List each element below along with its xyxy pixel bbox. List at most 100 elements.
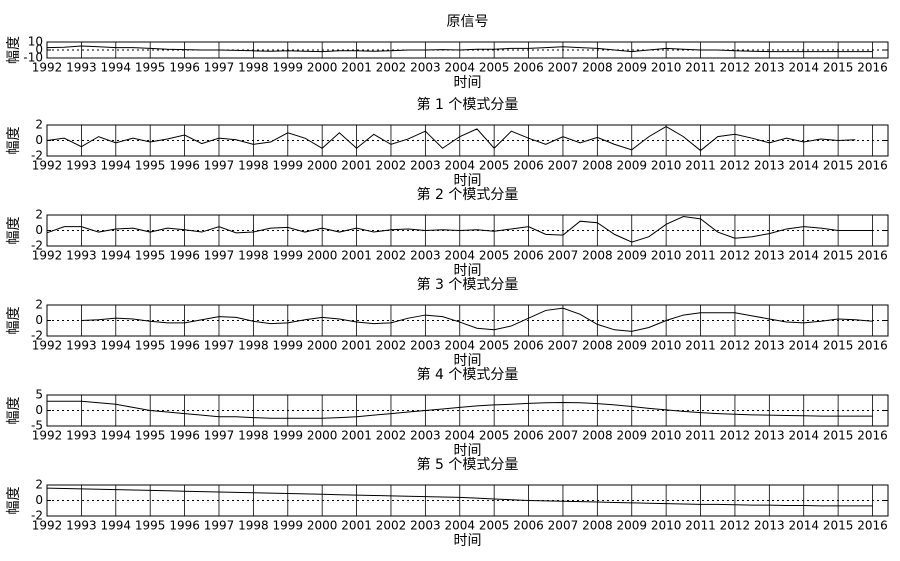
- x-tick-label: 2015: [823, 429, 854, 443]
- x-tick-label: 1996: [169, 61, 200, 75]
- x-tick-label: 2000: [307, 249, 338, 263]
- y-axis-label: 幅度: [6, 217, 22, 245]
- x-tick-label: 2007: [548, 519, 579, 533]
- x-tick-label: 2002: [376, 429, 407, 443]
- x-tick-label: 2000: [307, 159, 338, 173]
- x-tick-label: 2011: [685, 519, 716, 533]
- y-tick-label: 5: [35, 388, 43, 402]
- x-tick-label: 1994: [101, 159, 132, 173]
- subplot-title: 第 1 个模式分量: [417, 96, 519, 113]
- x-tick-label: 2011: [685, 249, 716, 263]
- y-tick-label: 0: [35, 403, 43, 417]
- x-tick-label: 2003: [410, 519, 441, 533]
- x-tick-label: 2013: [754, 159, 785, 173]
- x-tick-label: 2009: [616, 159, 647, 173]
- x-tick-label: 2005: [479, 61, 510, 75]
- x-tick-label: 2013: [754, 339, 785, 353]
- x-tick-label: 2016: [857, 339, 888, 353]
- x-tick-label: 2009: [616, 61, 647, 75]
- signal-line: [46, 487, 873, 507]
- y-tick-label: -2: [31, 149, 43, 163]
- x-tick-label: 2015: [823, 249, 854, 263]
- x-tick-label: 2002: [376, 159, 407, 173]
- x-tick-label: 2010: [651, 61, 682, 75]
- y-tick-label: -2: [31, 329, 43, 343]
- subplot-title: 原信号: [447, 14, 489, 30]
- x-tick-label: 1998: [238, 339, 269, 353]
- y-tick-label: 0: [35, 313, 43, 327]
- subplot-title: 第 2 个模式分量: [417, 186, 519, 203]
- x-tick-label: 2000: [307, 339, 338, 353]
- x-tick-label: 2001: [341, 159, 372, 173]
- x-tick-label: 1994: [101, 519, 132, 533]
- x-tick-label: 1993: [66, 429, 97, 443]
- x-tick-label: 1997: [204, 519, 235, 533]
- x-tick-label: 2016: [857, 249, 888, 263]
- x-tick-label: 2005: [479, 519, 510, 533]
- x-tick-label: 2010: [651, 339, 682, 353]
- x-tick-label: 2008: [582, 339, 613, 353]
- x-tick-label: 1993: [66, 519, 97, 533]
- x-tick-label: 1998: [238, 159, 269, 173]
- x-tick-label: 1993: [66, 249, 97, 263]
- y-axis-label: 幅度: [6, 127, 22, 155]
- y-tick-label: -2: [31, 239, 43, 253]
- x-tick-label: 2009: [616, 429, 647, 443]
- x-tick-label: 1996: [169, 249, 200, 263]
- x-axis-label: 时间: [454, 443, 482, 459]
- signal-line: [46, 216, 873, 243]
- axes-box: [46, 484, 889, 517]
- x-tick-label: 2015: [823, 339, 854, 353]
- x-tick-label: 2001: [341, 519, 372, 533]
- x-tick-label: 2004: [444, 61, 475, 75]
- axes-box: [46, 394, 889, 427]
- x-tick-label: 1998: [238, 519, 269, 533]
- x-tick-label: 1998: [238, 429, 269, 443]
- x-tick-label: 2008: [582, 519, 613, 533]
- x-tick-label: 2000: [307, 429, 338, 443]
- x-tick-label: 2012: [720, 159, 751, 173]
- x-tick-label: 2004: [444, 249, 475, 263]
- x-tick-label: 1997: [204, 61, 235, 75]
- y-axis-label: 幅度: [6, 487, 22, 515]
- x-tick-label: 2010: [651, 519, 682, 533]
- y-tick-label: 0: [35, 493, 43, 507]
- x-tick-label: 2015: [823, 519, 854, 533]
- y-tick-label: 2: [35, 208, 43, 222]
- x-tick-label: 2006: [513, 249, 544, 263]
- signal-line: [46, 45, 873, 53]
- x-tick-label: 2013: [754, 249, 785, 263]
- x-tick-label: 2012: [720, 519, 751, 533]
- x-tick-label: 2014: [788, 429, 819, 443]
- y-tick-label: 2: [35, 118, 43, 132]
- x-tick-label: 1999: [273, 249, 304, 263]
- x-tick-label: 1997: [204, 339, 235, 353]
- x-tick-label: 2007: [548, 61, 579, 75]
- x-tick-label: 1995: [135, 339, 166, 353]
- x-tick-label: 1994: [101, 249, 132, 263]
- x-tick-label: 2003: [410, 61, 441, 75]
- x-tick-label: 2002: [376, 249, 407, 263]
- x-tick-label: 2009: [616, 339, 647, 353]
- x-tick-label: 2010: [651, 429, 682, 443]
- x-tick-label: 2014: [788, 339, 819, 353]
- x-tick-label: 1997: [204, 159, 235, 173]
- x-tick-label: 1993: [66, 339, 97, 353]
- x-axis-label: 时间: [454, 75, 482, 91]
- x-tick-label: 1998: [238, 61, 269, 75]
- signal-line: [46, 125, 856, 152]
- x-tick-label: 2003: [410, 159, 441, 173]
- x-tick-label: 2016: [857, 61, 888, 75]
- x-tick-label: 2006: [513, 159, 544, 173]
- subplot-title: 第 4 个模式分量: [417, 366, 519, 383]
- y-axis-label: 幅度: [6, 307, 22, 335]
- x-tick-label: 1999: [273, 339, 304, 353]
- y-tick-label: 0: [35, 133, 43, 147]
- x-tick-label: 2005: [479, 249, 510, 263]
- signal-line: [81, 307, 873, 332]
- x-tick-label: 1992: [32, 249, 63, 263]
- x-tick-label: 2013: [754, 519, 785, 533]
- y-tick-label: -10: [23, 51, 43, 65]
- x-tick-label: 1997: [204, 429, 235, 443]
- x-tick-label: 2008: [582, 249, 613, 263]
